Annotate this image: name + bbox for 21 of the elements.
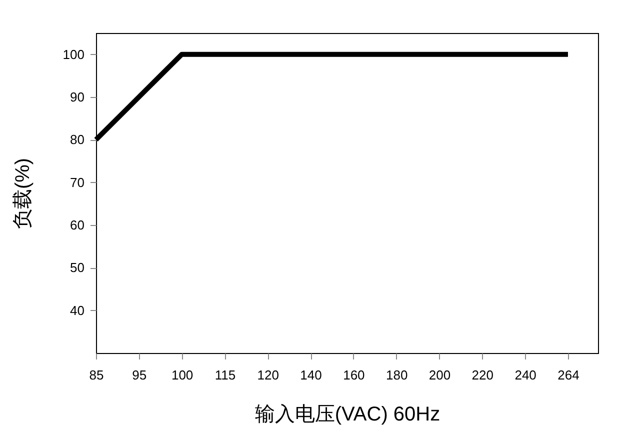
x-tick-label: 220: [472, 368, 494, 382]
x-tick-label: 160: [343, 368, 365, 382]
y-tick-label: 60: [70, 218, 84, 232]
x-tick-label: 240: [514, 368, 536, 382]
x-tick-label: 264: [558, 368, 580, 382]
y-axis-title: 负载(%): [12, 158, 34, 230]
x-tick-label: 180: [386, 368, 408, 382]
x-tick-label: 140: [300, 368, 322, 382]
x-tick-label: 100: [171, 368, 194, 382]
y-tick-label: 70: [70, 174, 84, 190]
x-tick-label: 95: [132, 368, 147, 382]
x-tick-label: 85: [89, 368, 104, 382]
y-tick-label: 80: [70, 132, 84, 148]
y-tick-label: 50: [70, 260, 84, 276]
x-tick-label: 120: [257, 368, 279, 382]
y-tick-label: 100: [62, 46, 84, 62]
y-tick-label: 90: [70, 90, 84, 104]
x-tick-label: 115: [214, 368, 236, 382]
y-tick-label: 40: [70, 302, 84, 318]
x-axis-title: 输入电压(VAC) 60Hz: [254, 404, 440, 426]
x-tick-label: 200: [428, 368, 451, 382]
